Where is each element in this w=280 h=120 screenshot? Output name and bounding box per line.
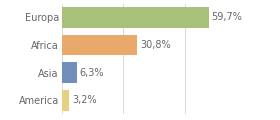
- Bar: [62, 7, 209, 28]
- Bar: [62, 62, 77, 83]
- Text: 6,3%: 6,3%: [80, 68, 104, 78]
- Bar: [62, 35, 137, 55]
- Text: 30,8%: 30,8%: [140, 40, 171, 50]
- Bar: [62, 90, 69, 111]
- Text: 59,7%: 59,7%: [211, 12, 242, 22]
- Text: 3,2%: 3,2%: [72, 95, 97, 105]
